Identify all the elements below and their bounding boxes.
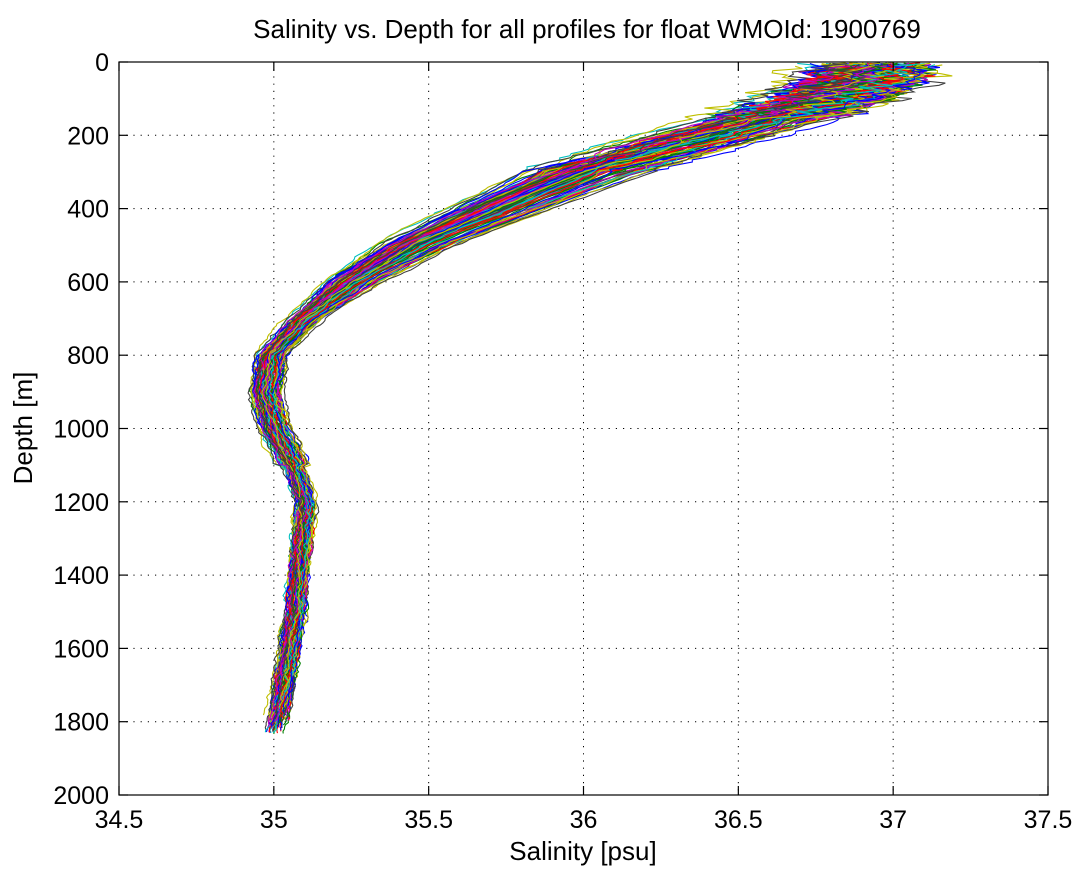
y-tick-label: 0 — [95, 49, 109, 77]
x-axis-tick-labels: 34.5 35 35.5 36 36.5 37 37.5 — [95, 806, 1073, 834]
profile-line — [257, 63, 863, 720]
profile-line — [264, 62, 892, 717]
profile-line — [255, 64, 842, 728]
profile-line — [256, 63, 869, 720]
y-tick-label: 400 — [67, 196, 109, 224]
y-tick-label: 2000 — [53, 782, 109, 810]
profile-line — [256, 62, 871, 717]
profile-line — [253, 63, 858, 704]
y-axis-tick-labels: 0 200 400 600 800 1000 1200 1400 1600 1800 2000 — [53, 49, 109, 810]
profile-line — [254, 63, 874, 709]
x-tick-label: 37.5 — [1024, 806, 1073, 834]
profile-line — [262, 63, 874, 709]
y-tick-label: 1400 — [53, 562, 109, 590]
profile-line — [247, 63, 831, 730]
profile-line — [255, 63, 853, 722]
y-tick-label: 1800 — [53, 709, 109, 737]
profile-line — [257, 63, 857, 720]
profile-line — [255, 65, 854, 715]
profile-line — [259, 62, 880, 708]
profile-line — [251, 62, 830, 704]
profile-line — [256, 63, 858, 720]
profile-line — [271, 63, 921, 731]
y-tick-label: 800 — [67, 342, 109, 370]
profile-line — [251, 63, 844, 707]
profile-line — [252, 62, 849, 713]
profile-line — [252, 63, 847, 717]
profile-line — [262, 62, 901, 708]
profile-line — [256, 62, 855, 706]
profile-lines — [247, 62, 953, 735]
x-tick-label: 36 — [570, 806, 598, 834]
profile-line — [252, 62, 857, 728]
profile-line — [250, 62, 846, 721]
y-axis-label: Depth [m] — [8, 372, 38, 485]
profile-line — [264, 62, 895, 710]
y-tick-label: 600 — [67, 269, 109, 297]
y-tick-label: 1000 — [53, 416, 109, 444]
y-tick-label: 200 — [67, 122, 109, 150]
profile-line — [262, 62, 880, 722]
profile-line — [256, 65, 858, 720]
y-tick-label: 1600 — [53, 635, 109, 663]
x-tick-label: 35.5 — [404, 806, 453, 834]
profile-line — [254, 64, 853, 725]
x-tick-label: 37 — [879, 806, 907, 834]
axis-ticks — [118, 61, 1049, 796]
profile-line — [263, 63, 886, 722]
x-tick-label: 34.5 — [95, 806, 144, 834]
x-tick-label: 36.5 — [714, 806, 763, 834]
profile-line — [254, 63, 848, 718]
chart-title: Salinity vs. Depth for all profiles for … — [253, 14, 921, 44]
profile-line — [251, 62, 842, 733]
profile-line — [252, 65, 846, 724]
profile-line — [273, 62, 931, 710]
x-tick-label: 35 — [260, 806, 288, 834]
profile-line — [250, 65, 803, 716]
profile-line — [254, 63, 848, 711]
x-axis-label: Salinity [psu] — [509, 836, 656, 866]
profile-line — [260, 63, 890, 715]
profile-line — [261, 64, 875, 708]
y-tick-label: 1200 — [53, 489, 109, 517]
profile-line — [261, 64, 861, 719]
profile-line — [249, 62, 853, 706]
